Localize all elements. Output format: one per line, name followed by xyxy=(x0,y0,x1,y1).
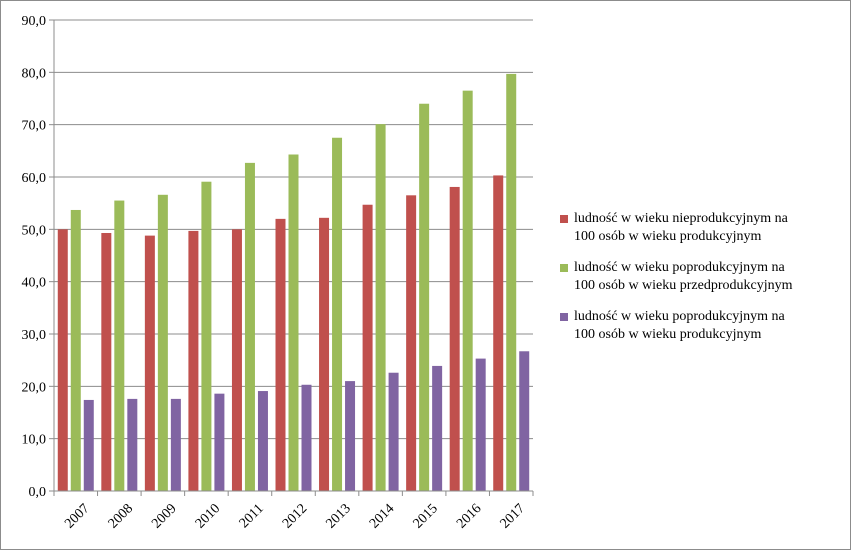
bar xyxy=(275,218,286,491)
x-tick-label: 2015 xyxy=(411,501,441,531)
axes xyxy=(53,20,533,492)
bar xyxy=(419,103,430,491)
bar xyxy=(288,154,299,491)
y-tick-label: 40,0 xyxy=(22,276,47,291)
bar xyxy=(493,175,504,491)
legend-label: 100 osób w wieku przedprodukcyjnym xyxy=(574,278,793,293)
legend-label: 100 osób w wieku produkcyjnym xyxy=(574,229,762,244)
bar xyxy=(188,230,199,492)
bar xyxy=(375,124,386,491)
legend: ludność w wieku nieprodukcyjnym na 100 os… xyxy=(560,210,845,357)
bar xyxy=(475,358,486,491)
bar xyxy=(406,195,417,492)
legend-swatch xyxy=(560,215,568,223)
x-tick-label: 2014 xyxy=(367,501,397,531)
bar xyxy=(231,229,242,492)
bar xyxy=(319,217,330,491)
bar xyxy=(462,90,473,492)
legend-swatch xyxy=(560,264,568,272)
y-tick-label: 30,0 xyxy=(22,328,47,343)
bar xyxy=(244,162,255,491)
y-tick-label: 0,0 xyxy=(29,485,47,500)
bar xyxy=(362,204,373,491)
bar xyxy=(506,73,517,492)
bar xyxy=(144,235,155,491)
bars xyxy=(57,73,530,492)
bar xyxy=(101,232,112,491)
bar xyxy=(201,181,212,491)
legend-label: ludność w wieku nieprodukcyjnym na xyxy=(574,211,788,226)
y-axis-ticks: 0,0 10,0 20,0 30,0 40,0 50,0 60,0 70,0 80,0 90,0 xyxy=(22,14,54,500)
legend-label: ludność w wieku poprodukcyjnym na xyxy=(574,309,785,324)
bar xyxy=(214,393,225,491)
y-tick-label: 10,0 xyxy=(22,433,47,448)
x-tick-label: 2016 xyxy=(454,501,484,531)
legend-label: 100 osób w wieku produkcyjnym xyxy=(574,327,762,342)
legend-swatch xyxy=(560,313,568,321)
legend-label: ludność w wieku poprodukcyjnym na xyxy=(574,260,785,275)
x-tick-label: 2013 xyxy=(323,501,353,531)
y-tick-label: 50,0 xyxy=(22,223,47,238)
bar xyxy=(449,186,460,491)
x-tick-label: 2008 xyxy=(106,501,136,531)
bar xyxy=(114,200,125,492)
x-tick-label: 2007 xyxy=(62,501,92,531)
bar xyxy=(83,399,94,491)
legend-item: ludność w wieku nieprodukcyjnym na 100 os… xyxy=(560,210,845,246)
bar xyxy=(332,137,343,491)
bar xyxy=(257,391,268,491)
bar xyxy=(170,398,181,491)
bar xyxy=(127,398,138,491)
bar xyxy=(57,229,68,492)
y-tick-label: 60,0 xyxy=(22,171,47,186)
y-tick-label: 90,0 xyxy=(22,14,47,29)
bar xyxy=(519,351,530,491)
x-tick-label: 2009 xyxy=(149,501,179,531)
legend-item: ludność w wieku poprodukcyjnym na 100 osó… xyxy=(560,259,845,295)
y-tick-label: 20,0 xyxy=(22,380,47,395)
x-tick-label: 2010 xyxy=(193,501,223,531)
bar xyxy=(388,372,399,491)
bar xyxy=(301,384,312,491)
bar xyxy=(345,381,356,491)
x-tick-label: 2017 xyxy=(498,501,528,531)
bar xyxy=(157,194,168,491)
x-tick-label: 2011 xyxy=(237,501,267,531)
legend-item: ludność w wieku poprodukcyjnym na 100 osó… xyxy=(560,308,845,344)
y-tick-label: 80,0 xyxy=(22,66,47,81)
bar xyxy=(432,365,443,491)
y-tick-label: 70,0 xyxy=(22,119,47,134)
x-axis-ticks: 2007 2008 2009 2010 2011 2012 2013 2014 2015 2016… xyxy=(53,491,534,532)
x-tick-label: 2012 xyxy=(280,501,310,531)
bar xyxy=(70,209,81,491)
